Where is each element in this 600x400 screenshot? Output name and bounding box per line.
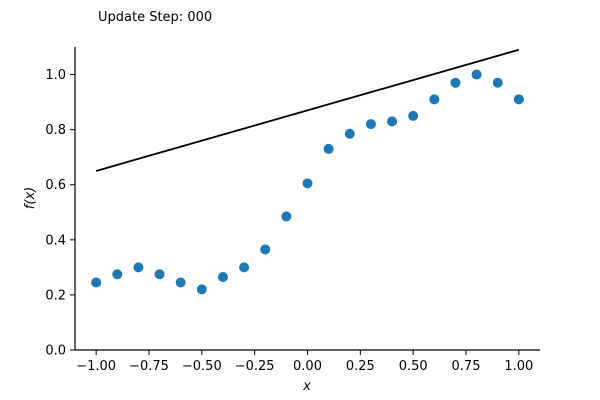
data-point <box>471 69 482 80</box>
chart-title: Update Step: 000 <box>98 10 212 25</box>
data-point <box>302 178 313 189</box>
fit-line <box>95 48 520 172</box>
y-tick-label: 0.2 <box>45 288 66 303</box>
data-point <box>112 269 123 280</box>
data-point <box>450 77 461 88</box>
data-points-group <box>91 69 524 295</box>
y-tick-label: 0.8 <box>45 123 66 138</box>
x-tick-label: −1.00 <box>76 359 116 374</box>
data-point <box>260 244 271 255</box>
data-point <box>175 277 186 288</box>
x-tick-label: 1.00 <box>504 359 533 374</box>
x-tick-label: −0.25 <box>235 359 275 374</box>
x-ticks: −1.00 −0.75 −0.50 −0.25 0.00 0.25 0.50 0.75 1.00 <box>76 350 533 374</box>
axes <box>74 47 540 351</box>
data-point <box>323 143 334 154</box>
y-ticks: 0.0 0.2 0.4 0.6 0.8 1.0 <box>45 68 75 359</box>
data-point <box>239 262 250 273</box>
data-point <box>365 119 376 130</box>
x-tick-label: 0.25 <box>346 359 375 374</box>
y-tick-label: 0.4 <box>45 233 66 248</box>
x-tick-label: 0.75 <box>452 359 481 374</box>
y-tick-label: 0.0 <box>45 344 66 359</box>
fit-line-group <box>95 48 520 172</box>
data-point <box>513 94 524 105</box>
x-tick-label: 0.50 <box>399 359 428 374</box>
y-axis-label: f(x) <box>23 187 38 209</box>
data-point <box>429 94 440 105</box>
data-point <box>217 272 228 283</box>
data-point <box>133 262 144 273</box>
data-point <box>91 277 102 288</box>
data-point <box>492 77 503 88</box>
data-point <box>408 110 419 121</box>
y-tick-label: 0.6 <box>45 178 66 193</box>
data-point <box>281 211 292 222</box>
x-axis-label: x <box>302 379 311 394</box>
x-tick-label: −0.75 <box>129 359 169 374</box>
x-tick-label: 0.00 <box>293 359 322 374</box>
x-tick-label: −0.50 <box>182 359 222 374</box>
y-tick-label: 1.0 <box>45 68 66 83</box>
data-point <box>344 128 355 139</box>
data-point <box>154 269 165 280</box>
data-point <box>387 116 398 127</box>
data-point <box>196 284 207 295</box>
